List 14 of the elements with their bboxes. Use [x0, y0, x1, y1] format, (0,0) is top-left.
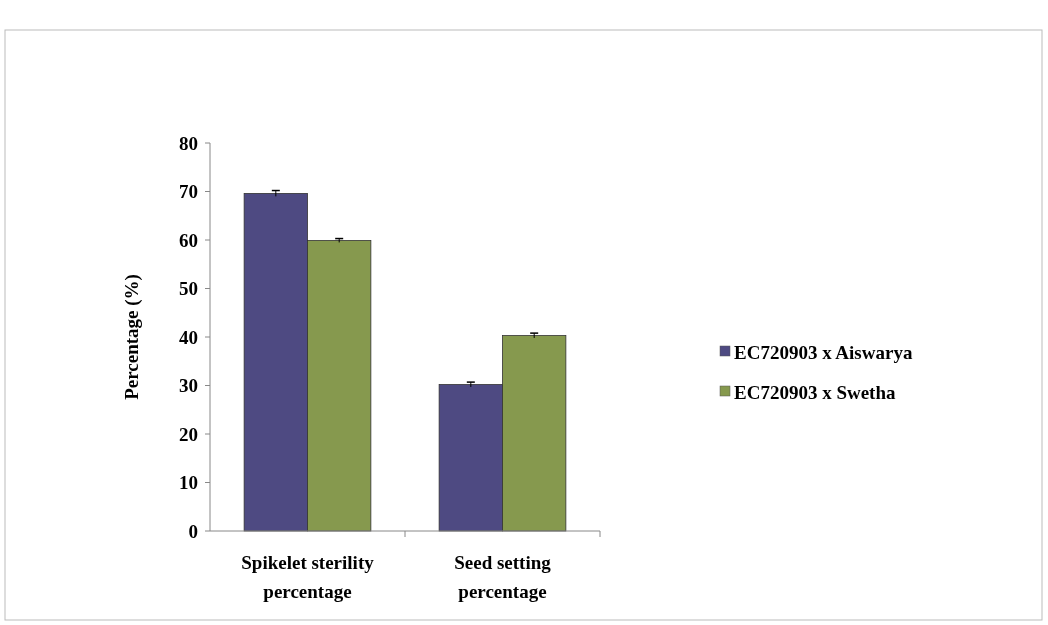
legend-label: EC720903 x Swetha [734, 381, 897, 403]
x-tick-label: Seed setting percentage [454, 552, 552, 602]
y-tick-label: 50 [179, 278, 198, 300]
y-tick-label: 10 [179, 472, 198, 494]
y-tick-label: 20 [179, 423, 198, 445]
y-tick-label: 30 [179, 375, 198, 397]
y-axis-title: Percentage (%) [121, 274, 143, 400]
y-tick-label: 70 [179, 181, 198, 203]
y-tick-label: 80 [179, 132, 198, 154]
legend-label: EC720903 x Aiswarya [734, 341, 913, 363]
y-tick-label: 60 [179, 229, 198, 251]
x-tick-label: Spikelet sterility percentage [241, 552, 375, 602]
y-tick-label: 0 [188, 520, 198, 542]
y-tick-label: 40 [179, 326, 198, 348]
